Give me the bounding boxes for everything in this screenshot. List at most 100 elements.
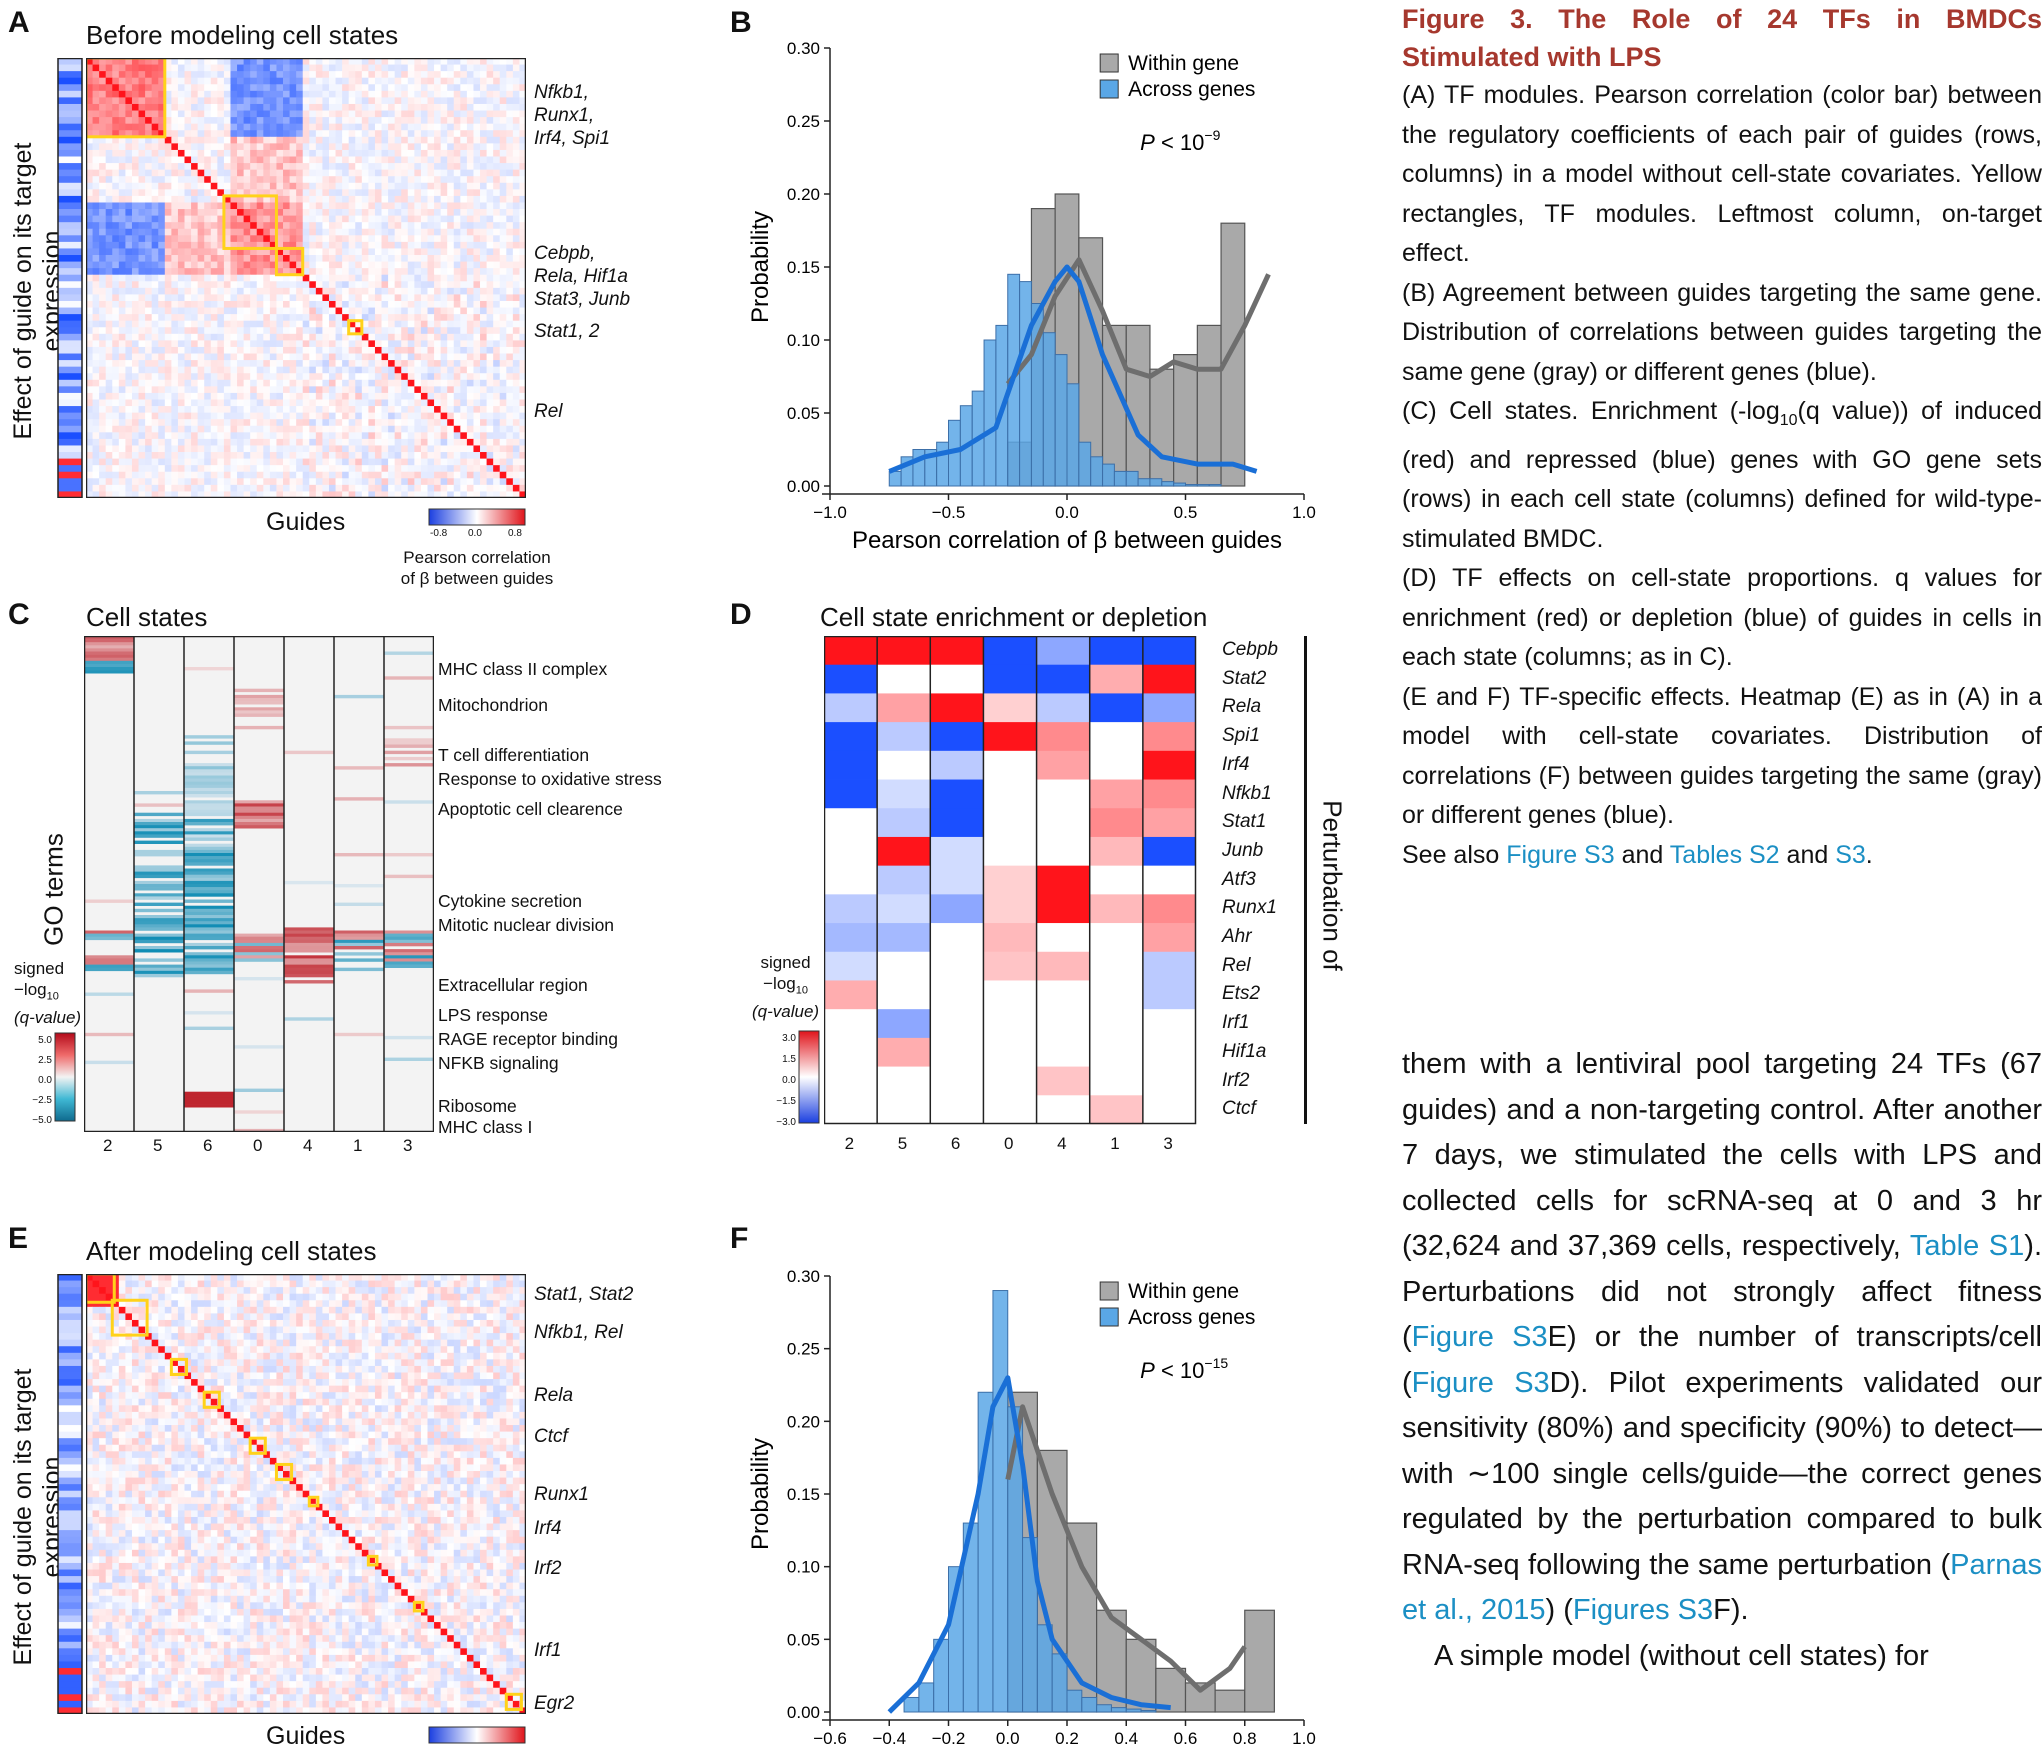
heatmap-cell (930, 894, 984, 924)
heatmap-cell (506, 77, 514, 85)
heatmap-cell (361, 294, 369, 302)
strip-cell (58, 274, 82, 282)
heatmap-cell (86, 209, 93, 217)
heatmap-cell (105, 149, 113, 157)
heatmap-cell (394, 452, 402, 459)
heatmap-cell (473, 346, 481, 354)
heatmap-cell (263, 445, 271, 453)
heatmap-cell (131, 300, 139, 308)
heatmap-cell (250, 438, 258, 446)
heatmap-cell (1142, 664, 1196, 694)
heatmap-cell (394, 340, 402, 348)
heatmap-cell (453, 215, 461, 223)
heatmap-cell (263, 471, 271, 479)
heatmap-cell (171, 399, 179, 407)
heatmap-cell (447, 438, 455, 446)
heatmap-cell (453, 412, 461, 420)
heatmap-cell (388, 320, 396, 328)
heatmap-cell (210, 189, 218, 197)
heatmap-cell (164, 248, 172, 256)
heatmap-cell (177, 366, 185, 374)
heatmap-cell (447, 117, 455, 125)
heatmap-cell (335, 406, 343, 414)
heatmap-cell (250, 261, 258, 269)
heatmap-cell (151, 484, 159, 492)
heatmap-cell (145, 425, 153, 433)
heatmap-cell (460, 340, 468, 348)
heatmap-cell (263, 156, 271, 164)
heatmap-cell (414, 149, 422, 157)
heatmap-cell (105, 406, 113, 414)
heatmap-cell (289, 432, 297, 440)
heatmap-cell (368, 248, 376, 256)
heatmap-cell (394, 491, 402, 498)
heatmap-cell (118, 149, 126, 157)
heatmap-cell (92, 287, 100, 295)
heatmap-cell (145, 465, 153, 473)
heatmap-cell (368, 169, 376, 177)
heatmap-cell (237, 123, 245, 131)
heatmap-cell (499, 123, 507, 131)
heatmap-cell (269, 314, 277, 322)
heatmap-cell (184, 908, 234, 913)
heatmap-cell (401, 491, 409, 498)
heatmap-cell (401, 222, 409, 230)
heatmap-cell (466, 71, 474, 79)
heatmap-cell (164, 307, 172, 315)
heatmap-cell (243, 294, 251, 302)
heatmap-cell (184, 803, 234, 807)
heatmap-cell (315, 77, 323, 85)
heatmap-frame (86, 58, 526, 498)
heatmap-cell (453, 149, 461, 157)
heatmap-cell (414, 392, 422, 400)
heatmap-cell (322, 366, 330, 374)
heatmap-cell (151, 163, 159, 171)
heatmap-cell (453, 386, 461, 394)
heatmap-cell (230, 195, 238, 203)
heatmap-cell (191, 399, 199, 407)
heatmap-cell (480, 84, 487, 92)
heatmap-cell (223, 366, 231, 374)
heatmap-cell (158, 458, 166, 466)
heatmap-cell (184, 307, 192, 315)
heatmap-cell (414, 333, 422, 341)
heatmap-cell (289, 491, 297, 498)
heatmap-cell (86, 340, 93, 348)
heatmap-cell (125, 294, 133, 302)
heatmap-cell (234, 694, 284, 699)
heatmap-cell (460, 202, 468, 210)
heatmap-cell (342, 360, 350, 368)
heatmap-cell (499, 458, 507, 466)
heatmap-cell (230, 419, 238, 427)
heatmap-cell (151, 419, 159, 427)
heatmap-cell (134, 868, 184, 872)
heatmap-cell (243, 123, 251, 131)
heatmap-cell (184, 874, 234, 879)
heatmap-cell (348, 353, 356, 361)
heatmap-cell (210, 491, 218, 498)
heatmap-cell (302, 71, 310, 79)
heatmap-cell (99, 71, 107, 79)
heatmap-cell (125, 136, 133, 144)
heatmap-cell (374, 287, 382, 295)
heatmap-cell (374, 169, 382, 177)
heatmap-cell (315, 340, 323, 348)
heatmap-cell (237, 84, 245, 92)
heatmap-cell (237, 346, 245, 354)
heatmap-cell (151, 268, 159, 276)
heatmap-cell (374, 471, 382, 479)
heatmap-cell (283, 340, 290, 348)
heatmap-cell (355, 360, 363, 368)
heatmap-cell (486, 228, 494, 236)
heatmap-cell (512, 235, 520, 243)
heatmap-cell (223, 71, 231, 79)
heatmap-cell (204, 419, 212, 427)
heatmap-cell (283, 327, 290, 335)
heatmap-cell (407, 294, 415, 302)
heatmap-cell (84, 663, 134, 668)
heatmap-cell (361, 90, 369, 98)
heatmap-cell (486, 419, 494, 427)
heatmap-cell (368, 314, 376, 322)
heatmap-cell (145, 320, 153, 328)
heatmap-cell (453, 307, 461, 315)
